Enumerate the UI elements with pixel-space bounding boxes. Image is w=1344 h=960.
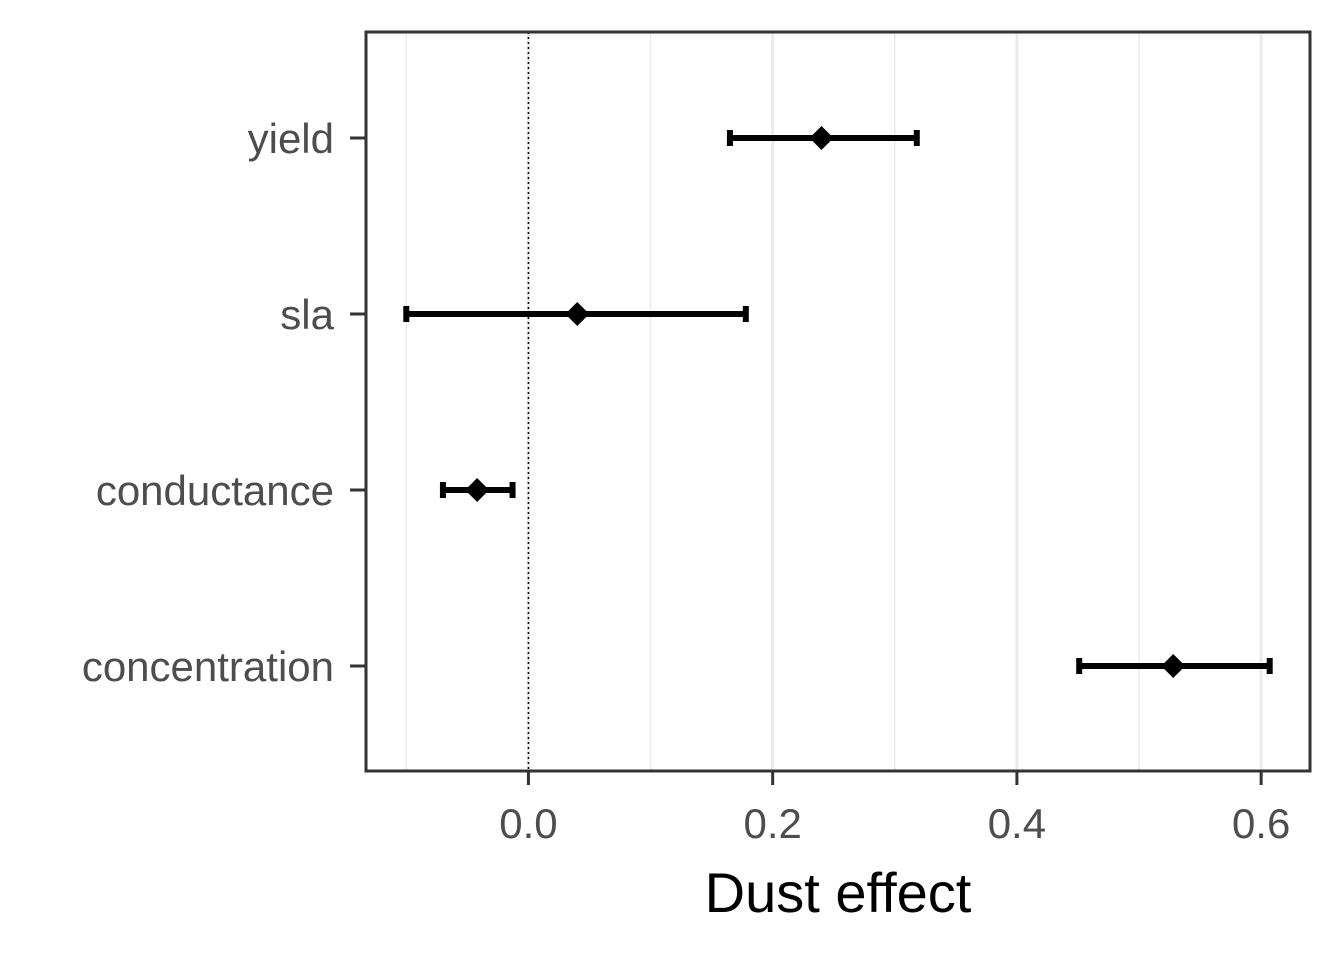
estimate-concentration [1076,654,1273,678]
x-axis: 0.0 0.2 0.4 0.6 [499,771,1290,847]
x-tick-label: 0.0 [499,800,557,847]
y-tick-label-sla: sla [280,291,334,338]
point-yield [809,126,834,150]
y-axis: yield sla conductance concentration [82,115,366,690]
grid-layer [405,32,1263,771]
y-tick-label-conductance: conductance [96,467,334,514]
panel-border [364,30,1312,773]
error-bars-layer [403,126,1273,678]
estimate-conductance [439,478,516,502]
point-concentration [1161,654,1186,678]
x-axis-title: Dust effect [705,861,972,924]
point-sla [565,302,590,326]
estimate-yield [726,126,920,150]
estimate-sla [403,302,749,326]
x-tick-label: 0.6 [1232,800,1290,847]
point-conductance [465,478,490,502]
x-tick-label: 0.4 [988,800,1046,847]
y-tick-label-concentration: concentration [82,643,334,690]
y-tick-label-yield: yield [248,115,334,162]
x-tick-label: 0.2 [743,800,801,847]
